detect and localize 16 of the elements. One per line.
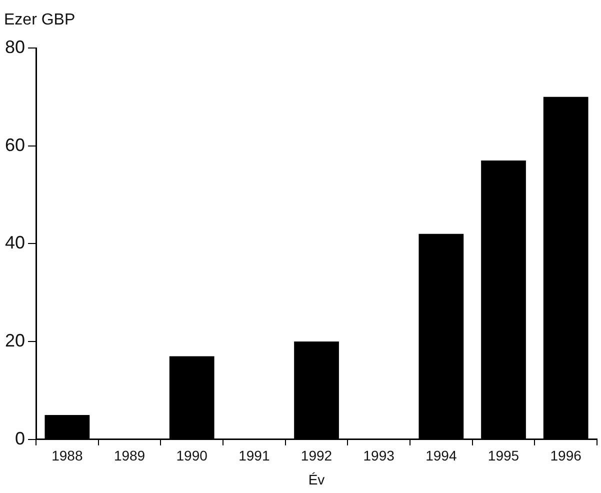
x-tick-label: 1995 bbox=[488, 448, 520, 464]
x-tick-label: 1988 bbox=[52, 448, 83, 464]
y-tick-label: 0 bbox=[15, 428, 26, 448]
y-tick-label: 80 bbox=[4, 36, 26, 57]
x-tick-label: 1994 bbox=[426, 448, 457, 464]
y-tick-label: 60 bbox=[4, 134, 26, 155]
y-tick-label: 20 bbox=[4, 330, 26, 351]
x-axis-title: Év bbox=[308, 471, 325, 488]
x-tick-label: 1991 bbox=[238, 448, 270, 464]
x-tick-label: 1990 bbox=[176, 448, 208, 464]
x-tick-label: 1996 bbox=[550, 448, 582, 464]
x-tick-label: 1989 bbox=[114, 448, 146, 464]
x-tick-label: 1993 bbox=[363, 448, 395, 464]
x-tick-label: 1992 bbox=[300, 448, 332, 464]
y-axis-title: Ezer GBP bbox=[4, 11, 76, 28]
y-tick-label: 40 bbox=[4, 232, 26, 253]
